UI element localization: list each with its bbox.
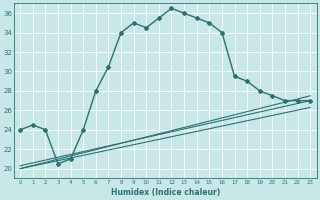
X-axis label: Humidex (Indice chaleur): Humidex (Indice chaleur) <box>111 188 220 197</box>
